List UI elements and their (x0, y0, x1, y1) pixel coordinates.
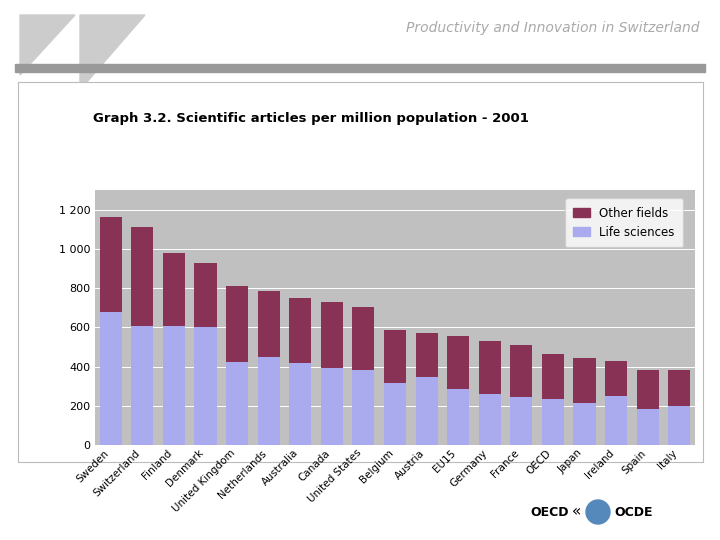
Bar (668, 406, 690, 445)
Bar (289, 363, 311, 445)
Bar (510, 345, 532, 397)
Bar (479, 394, 501, 445)
Bar (384, 330, 406, 383)
Polygon shape (80, 15, 145, 90)
Polygon shape (20, 15, 75, 75)
Bar (636, 370, 659, 409)
Bar (447, 389, 469, 445)
Bar (447, 336, 469, 389)
Bar (479, 341, 501, 394)
Text: Graph 3.2. Scientific articles per million population - 2001: Graph 3.2. Scientific articles per milli… (94, 112, 529, 125)
Bar (321, 368, 343, 445)
Text: OECD: OECD (530, 505, 569, 518)
Bar (321, 302, 343, 368)
Bar (100, 312, 122, 445)
Text: Productivity and Innovation in Switzerland: Productivity and Innovation in Switzerla… (407, 21, 700, 35)
Bar (510, 397, 532, 445)
Bar (226, 362, 248, 445)
Bar (415, 377, 438, 445)
Bar (258, 291, 280, 357)
Bar (100, 218, 122, 312)
Bar (542, 399, 564, 445)
Bar (573, 357, 595, 403)
Bar (636, 409, 659, 445)
Text: OCDE: OCDE (614, 505, 652, 518)
Bar (605, 396, 627, 445)
Circle shape (586, 500, 610, 524)
Bar (226, 286, 248, 362)
Text: «: « (572, 504, 581, 519)
Bar (415, 333, 438, 377)
Bar (352, 370, 374, 445)
Bar (668, 370, 690, 406)
Bar (131, 326, 153, 445)
Bar (352, 307, 374, 370)
Bar (163, 253, 185, 326)
Bar (15, 64, 705, 72)
Bar (258, 357, 280, 445)
Text: 18: 18 (590, 507, 606, 517)
Bar (542, 354, 564, 399)
Bar (573, 403, 595, 445)
Bar (605, 361, 627, 396)
Bar (131, 227, 153, 326)
Legend: Other fields, Life sciences: Other fields, Life sciences (565, 199, 683, 247)
Bar (194, 262, 217, 327)
Bar (194, 327, 217, 445)
Bar (384, 383, 406, 445)
Bar (289, 298, 311, 363)
Bar (163, 326, 185, 445)
